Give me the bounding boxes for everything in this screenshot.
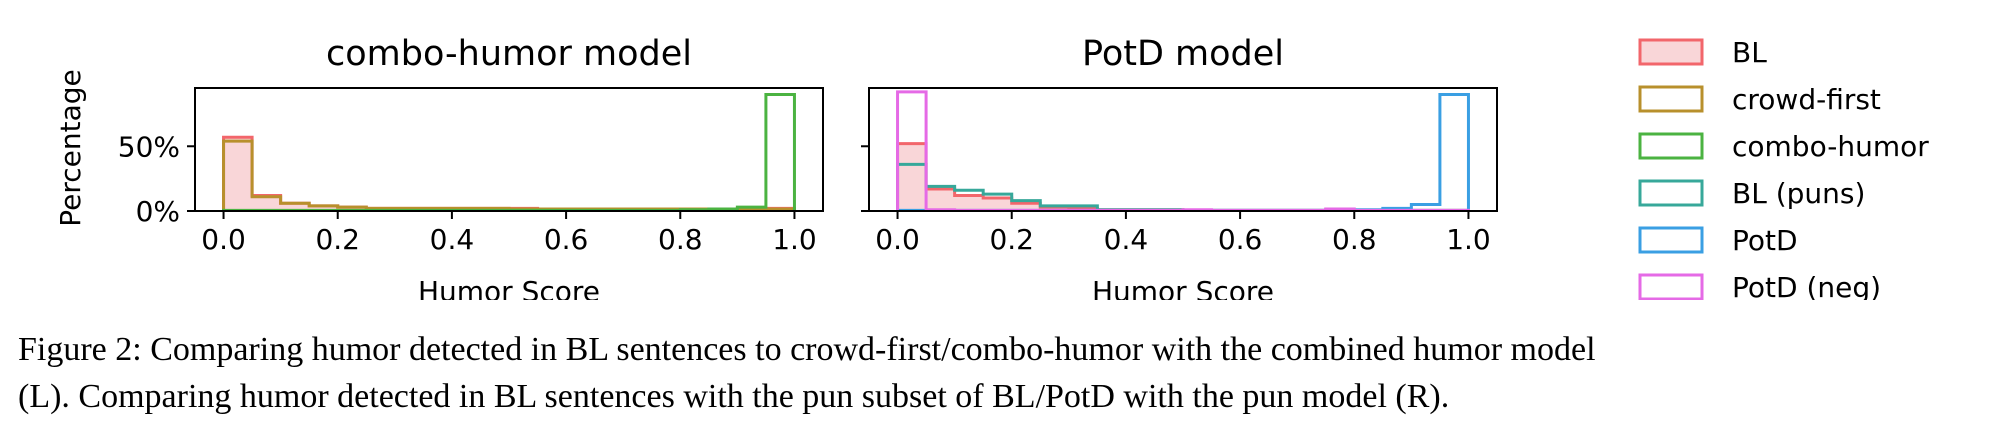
right-chart-title: PotD model: [1082, 34, 1284, 74]
chart-legend: BL crowd-first combo-humor BL (puns) PotD Pot…: [1638, 36, 1929, 300]
legend-label: combo-humor: [1732, 130, 1929, 163]
axes-frame: [868, 87, 1498, 212]
legend-label: BL (puns): [1732, 177, 1865, 210]
x-tick-label: 0.6: [544, 223, 589, 256]
axes-frame: [194, 87, 824, 212]
x-tick-label: 0.0: [201, 223, 246, 256]
figure-charts: combo-humor model Percentage Humor Score…: [54, 34, 1929, 300]
x-tick-label: 1.0: [1446, 223, 1491, 256]
x-tick-label: 0.8: [658, 223, 703, 256]
caption-line-1: Figure 2: Comparing humor detected in BL…: [18, 331, 1596, 368]
legend-swatch: [1638, 132, 1704, 160]
legend-label: PotD (neg): [1732, 271, 1881, 300]
x-tick-label: 0.4: [430, 223, 475, 256]
right-x-axis-label: Humor Score: [1092, 275, 1274, 300]
legend-label: crowd-first: [1732, 83, 1881, 116]
figure-caption: Figure 2: Comparing humor detected in BL…: [18, 326, 1983, 420]
caption-line-2: (L). Comparing humor detected in BL sent…: [18, 378, 1450, 415]
x-tick-label: 0.4: [1104, 223, 1149, 256]
legend-swatch: [1638, 226, 1704, 254]
legend-swatch: [1638, 38, 1704, 66]
left-y-axis-label: Percentage: [54, 69, 87, 227]
left-x-axis-label: Humor Score: [418, 275, 600, 300]
histogram-series-crowd-first: [222, 139, 796, 211]
legend-swatch: [1638, 85, 1704, 113]
legend-label: PotD: [1732, 224, 1798, 257]
x-tick-label: 0.2: [315, 223, 360, 256]
histogram-series-combo-humor: [222, 92, 796, 212]
right-chart-plot: 0.0 0.2 0.4 0.6 0.8 1.0: [861, 87, 1498, 256]
histogram-series-bl: [896, 142, 1470, 212]
legend-swatch: [1638, 179, 1704, 207]
y-tick-label: 50%: [118, 130, 180, 163]
histogram-series-bl: [222, 135, 796, 211]
left-chart-plot: 0.0 0.2 0.4 0.6 0.8 1.0 0% 50%: [118, 87, 824, 256]
x-tick-label: 0.0: [875, 223, 920, 256]
x-tick-label: 0.2: [989, 223, 1034, 256]
left-chart-title: combo-humor model: [326, 34, 692, 74]
legend-label: BL: [1732, 36, 1767, 69]
x-tick-label: 1.0: [772, 223, 817, 256]
legend-swatch: [1638, 273, 1704, 300]
x-tick-label: 0.8: [1332, 223, 1377, 256]
x-tick-label: 0.6: [1218, 223, 1263, 256]
y-tick-label: 0%: [136, 195, 180, 228]
